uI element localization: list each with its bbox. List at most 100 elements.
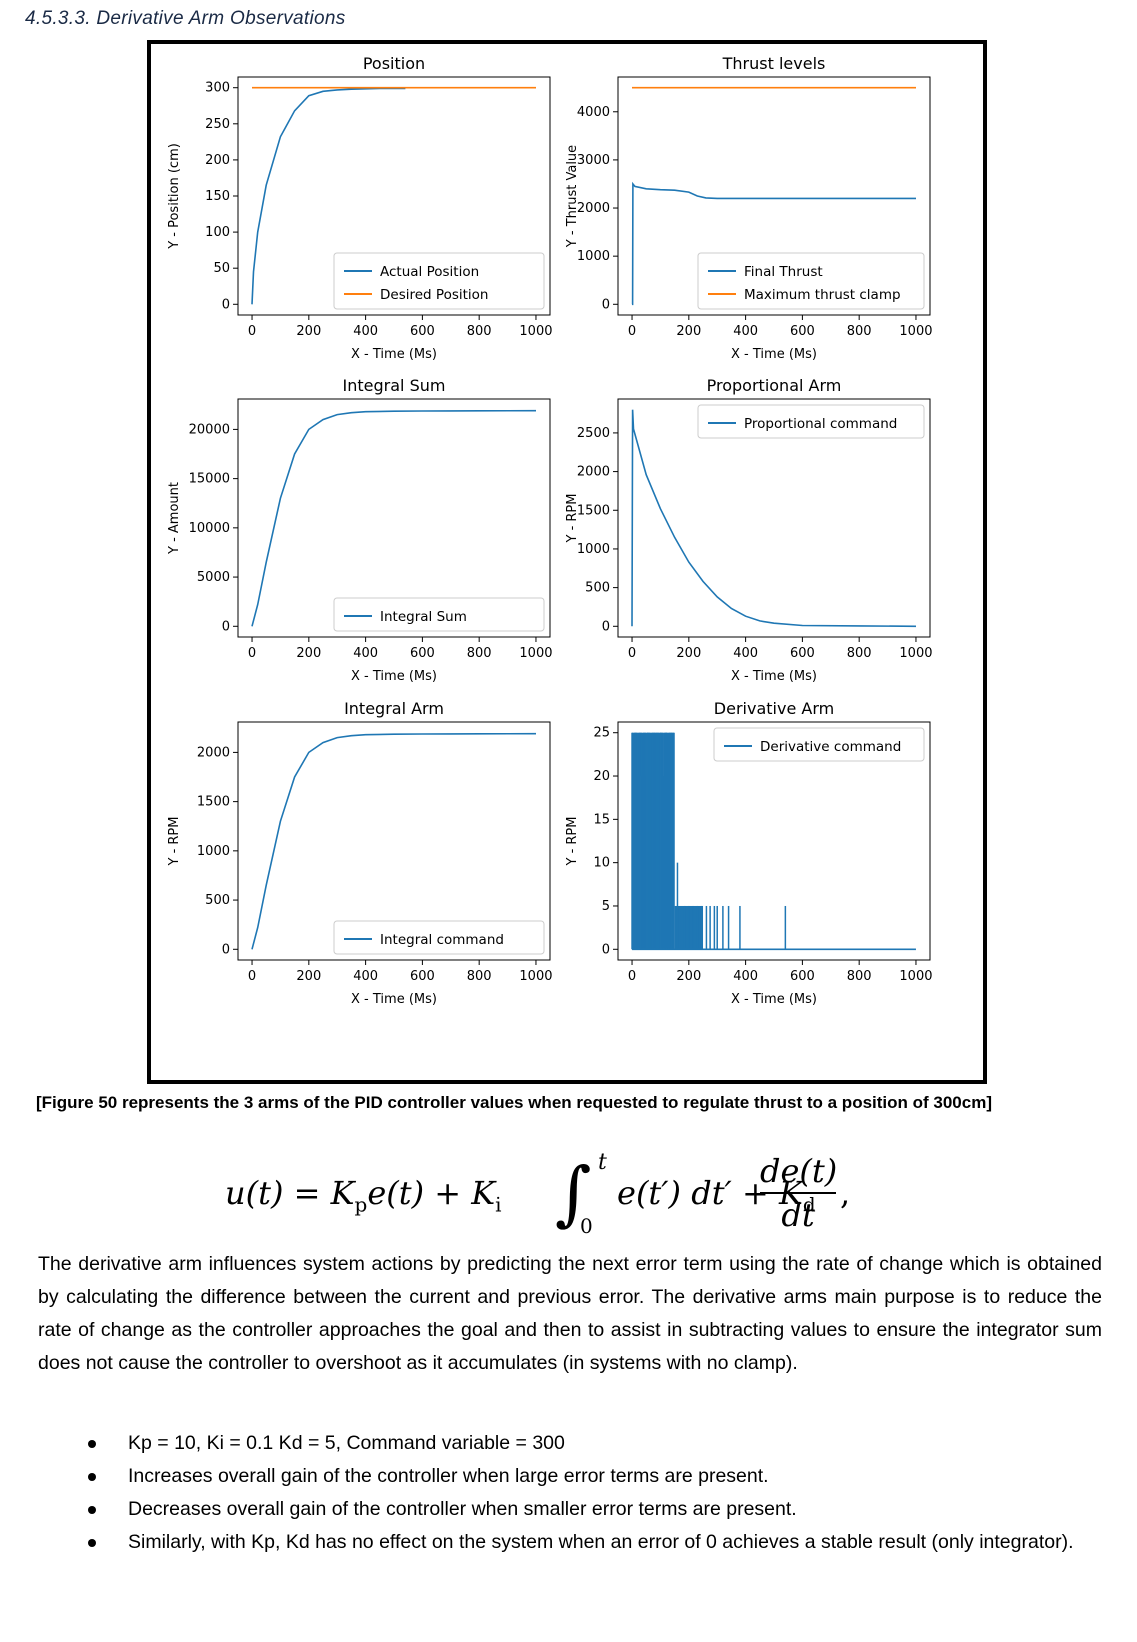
legend-box — [333, 252, 545, 310]
y-tick-label: 10 — [593, 856, 610, 871]
chart-title: Derivative Arm — [714, 699, 834, 718]
y-tick-label: 0 — [602, 619, 610, 634]
y-tick-label: 15 — [593, 812, 610, 827]
x-tick-label: 200 — [296, 646, 321, 661]
x-tick-label: 600 — [410, 969, 435, 984]
x-tick-label: 400 — [733, 646, 758, 661]
x-tick-label: 0 — [248, 646, 256, 661]
integral-symbol: ∫ — [555, 1152, 592, 1234]
x-tick-label: 0 — [628, 646, 636, 661]
list-item: Similarly, with Kp, Kd has no effect on … — [84, 1526, 1104, 1559]
x-tick-label: 600 — [410, 324, 435, 339]
y-tick-label: 5000 — [197, 570, 230, 585]
y-tick-label: 0 — [602, 942, 610, 957]
y-tick-label: 0 — [602, 297, 610, 312]
list-item: Decreases overall gain of the controller… — [84, 1493, 1104, 1526]
series-line — [631, 409, 917, 628]
y-tick-label: 4000 — [577, 105, 610, 120]
y-tick-label: 1000 — [197, 844, 230, 859]
x-tick-label: 0 — [248, 969, 256, 984]
y-tick-label: 300 — [205, 81, 230, 96]
y-tick-label: 0 — [222, 297, 230, 312]
x-tick-label: 0 — [628, 969, 636, 984]
x-axis-label: X - Time (Ms) — [731, 992, 817, 1007]
list-item: Kp = 10, Ki = 0.1 Kd = 5, Command variab… — [84, 1427, 1104, 1460]
fraction-numerator: de(t) — [760, 1152, 837, 1194]
x-tick-label: 400 — [353, 324, 378, 339]
chart-title: Proportional Arm — [707, 376, 842, 395]
y-axis-label: Y - Position (cm) — [167, 143, 182, 250]
legend-box — [333, 597, 545, 632]
y-tick-label: 20000 — [189, 422, 230, 437]
x-tick-label: 800 — [467, 646, 492, 661]
y-tick-label: 1500 — [577, 503, 610, 518]
plot-area — [237, 398, 551, 638]
x-tick-label: 1000 — [899, 646, 932, 661]
pid-figure: Position X - Time (Ms) Y - Position (cm) 0 2… — [167, 54, 933, 1007]
y-axis-label: Y - Thrust Value — [565, 145, 580, 248]
y-tick-label: 1000 — [577, 249, 610, 264]
chart-panel: Integral Sum X - Time (Ms) Y - Amount 0 200 4… — [167, 376, 553, 684]
legend-box — [697, 252, 925, 310]
x-axis-label: X - Time (Ms) — [351, 992, 437, 1007]
legend-box — [333, 920, 545, 955]
x-tick-label: 800 — [847, 646, 872, 661]
legend-label: Derivative command — [760, 739, 901, 755]
series-line — [631, 181, 916, 306]
x-tick-label: 400 — [353, 969, 378, 984]
chart-title: Integral Sum — [343, 376, 446, 395]
derivative-fraction: de(t) dt — [760, 1152, 837, 1234]
y-axis-label: Y - RPM — [565, 817, 580, 867]
y-tick-label: 150 — [205, 189, 230, 204]
legend-label: Proportional command — [744, 416, 897, 432]
legend-label: Desired Position — [380, 287, 488, 303]
x-axis-label: X - Time (Ms) — [351, 669, 437, 684]
legend-label: Maximum thrust clamp — [744, 287, 901, 303]
observation-list: Kp = 10, Ki = 0.1 Kd = 5, Command variab… — [84, 1427, 1104, 1559]
y-tick-label: 15000 — [189, 472, 230, 487]
legend-box — [697, 404, 925, 439]
series-line — [251, 732, 537, 950]
upper-limit: t — [598, 1150, 607, 1175]
y-tick-label: 20 — [593, 769, 610, 784]
x-tick-label: 200 — [676, 646, 701, 661]
x-tick-label: 800 — [467, 324, 492, 339]
fraction-denominator: dt — [781, 1196, 815, 1234]
plot-area — [237, 721, 551, 961]
chart-title: Integral Arm — [344, 699, 444, 718]
y-tick-label: 3000 — [577, 153, 610, 168]
body-paragraph: The derivative arm influences system act… — [38, 1253, 1102, 1374]
x-tick-label: 1000 — [519, 969, 552, 984]
x-tick-label: 1000 — [519, 324, 552, 339]
x-tick-label: 600 — [410, 646, 435, 661]
chart-panel: Position X - Time (Ms) Y - Position (cm) 0 2… — [167, 54, 553, 362]
y-tick-label: 1000 — [577, 542, 610, 557]
chart-panel: Thrust levels X - Time (Ms) Y - Thrust Val… — [565, 54, 933, 362]
y-tick-label: 10000 — [189, 521, 230, 536]
y-tick-label: 50 — [213, 261, 230, 276]
legend-box — [713, 727, 925, 762]
pid-formula: u(t) = Kpe(t) + Ki ∫ t 0 e(t′) dt′ + Kd … — [225, 1150, 925, 1242]
x-tick-label: 0 — [628, 324, 636, 339]
y-tick-label: 2000 — [197, 745, 230, 760]
y-axis-label: Y - RPM — [565, 494, 580, 544]
x-tick-label: 200 — [676, 969, 701, 984]
x-tick-label: 800 — [467, 969, 492, 984]
figure-caption: [Figure 50 represents the 3 arms of the … — [36, 1093, 992, 1112]
x-tick-label: 400 — [733, 969, 758, 984]
y-tick-label: 25 — [593, 726, 610, 741]
y-tick-label: 1500 — [197, 795, 230, 810]
y-tick-label: 2500 — [577, 426, 610, 441]
y-tick-label: 200 — [205, 153, 230, 168]
formula-lhs: u(t) = Kpe(t) + Ki — [225, 1174, 502, 1217]
x-tick-label: 800 — [847, 324, 872, 339]
x-tick-label: 200 — [296, 324, 321, 339]
chart-title: Position — [363, 54, 425, 73]
y-tick-label: 0 — [222, 942, 230, 957]
x-tick-label: 0 — [248, 324, 256, 339]
x-tick-label: 400 — [353, 646, 378, 661]
x-tick-label: 600 — [790, 324, 815, 339]
y-tick-label: 500 — [585, 581, 610, 596]
y-tick-label: 100 — [205, 225, 230, 240]
x-tick-label: 400 — [733, 324, 758, 339]
